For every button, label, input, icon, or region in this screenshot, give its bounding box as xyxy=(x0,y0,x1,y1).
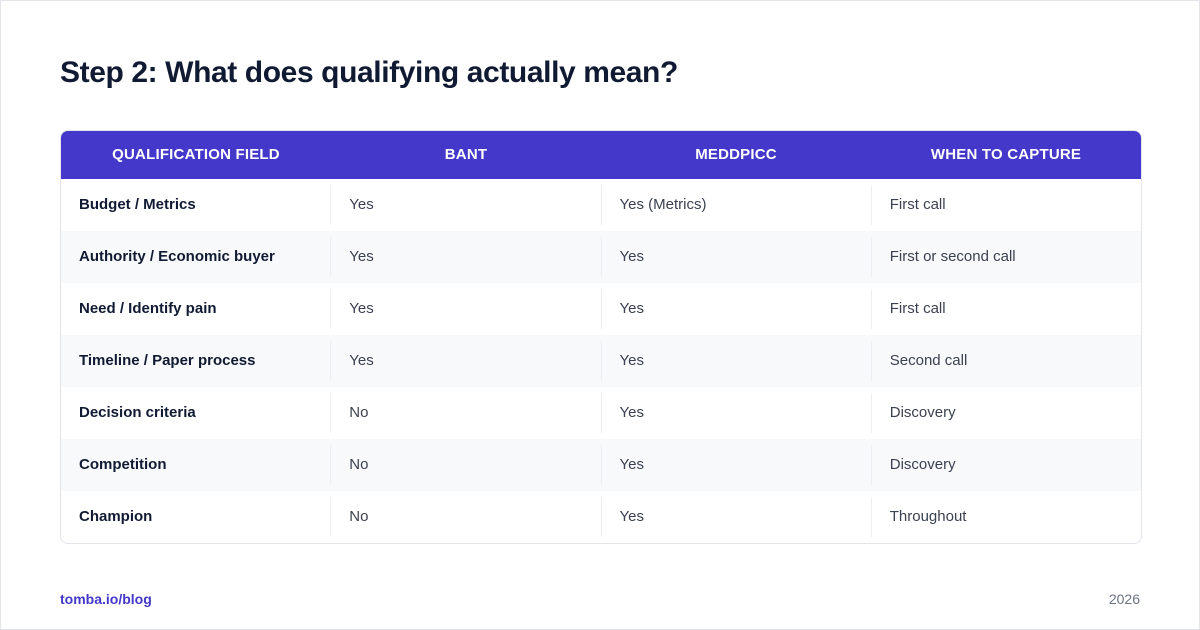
table-cell: Second call xyxy=(870,341,1141,381)
table-cell: Yes xyxy=(600,341,871,381)
table-cell: Discovery xyxy=(870,445,1141,485)
table-cell: Throughout xyxy=(870,497,1141,537)
table-row: Timeline / Paper process Yes Yes Second cal… xyxy=(61,335,1141,387)
column-header: QUALIFICATION FIELD xyxy=(112,146,280,163)
table-cell: Yes xyxy=(330,237,600,277)
table-cell: Yes xyxy=(330,289,600,329)
table-cell: Yes xyxy=(600,497,871,537)
table-body: Budget / Metrics Yes Yes (Metrics) First ca… xyxy=(61,179,1141,543)
table-row: Champion No Yes Throughout xyxy=(61,491,1141,543)
table-cell: Yes (Metrics) xyxy=(600,185,871,225)
table-cell: No xyxy=(330,445,600,485)
footer-source: tomba.io/blog xyxy=(60,591,152,607)
table-cell: First call xyxy=(870,289,1141,329)
table: QUALIFICATION FIELD BANT MEDDPICC WHEN TO C… xyxy=(60,130,1142,544)
title: Step 2: What does qualifying actually me… xyxy=(60,56,678,89)
table-row: Budget / Metrics Yes Yes (Metrics) First ca… xyxy=(61,179,1141,231)
column-header: WHEN TO CAPTURE xyxy=(930,146,1082,163)
table-cell: Yes xyxy=(600,445,871,485)
table-cell: No xyxy=(330,497,600,537)
table-cell: First call xyxy=(870,185,1141,225)
table-cell: Need / Identify pain xyxy=(79,300,217,317)
table-cell: Discovery xyxy=(870,393,1141,433)
table-header: QUALIFICATION FIELD BANT MEDDPICC WHEN TO C… xyxy=(61,131,1141,179)
table-cell: Timeline / Paper process xyxy=(79,352,256,369)
footer-year: 2026 xyxy=(1108,591,1140,607)
table-cell: Yes xyxy=(600,289,871,329)
table-row: Authority / Economic buyer Yes Yes First or… xyxy=(61,231,1141,283)
table-cell: Yes xyxy=(330,185,600,225)
column-header: BANT xyxy=(444,146,488,163)
table-cell: Decision criteria xyxy=(79,404,196,421)
table-cell: Yes xyxy=(330,341,600,381)
table-cell: Champion xyxy=(79,508,153,525)
table-cell: No xyxy=(330,393,600,433)
table-cell: Competition xyxy=(79,456,167,473)
table-cell: Authority / Economic buyer xyxy=(79,248,275,265)
table-cell: Budget / Metrics xyxy=(79,196,196,213)
table-cell: First or second call xyxy=(870,237,1141,277)
table-row: Decision criteria No Yes Discovery xyxy=(61,387,1141,439)
table-row: Need / Identify pain Yes Yes First call xyxy=(61,283,1141,335)
table-row: Competition No Yes Discovery xyxy=(61,439,1141,491)
table-cell: Yes xyxy=(600,237,871,277)
table-cell: Yes xyxy=(600,393,871,433)
column-header: MEDDPICC xyxy=(695,146,777,163)
